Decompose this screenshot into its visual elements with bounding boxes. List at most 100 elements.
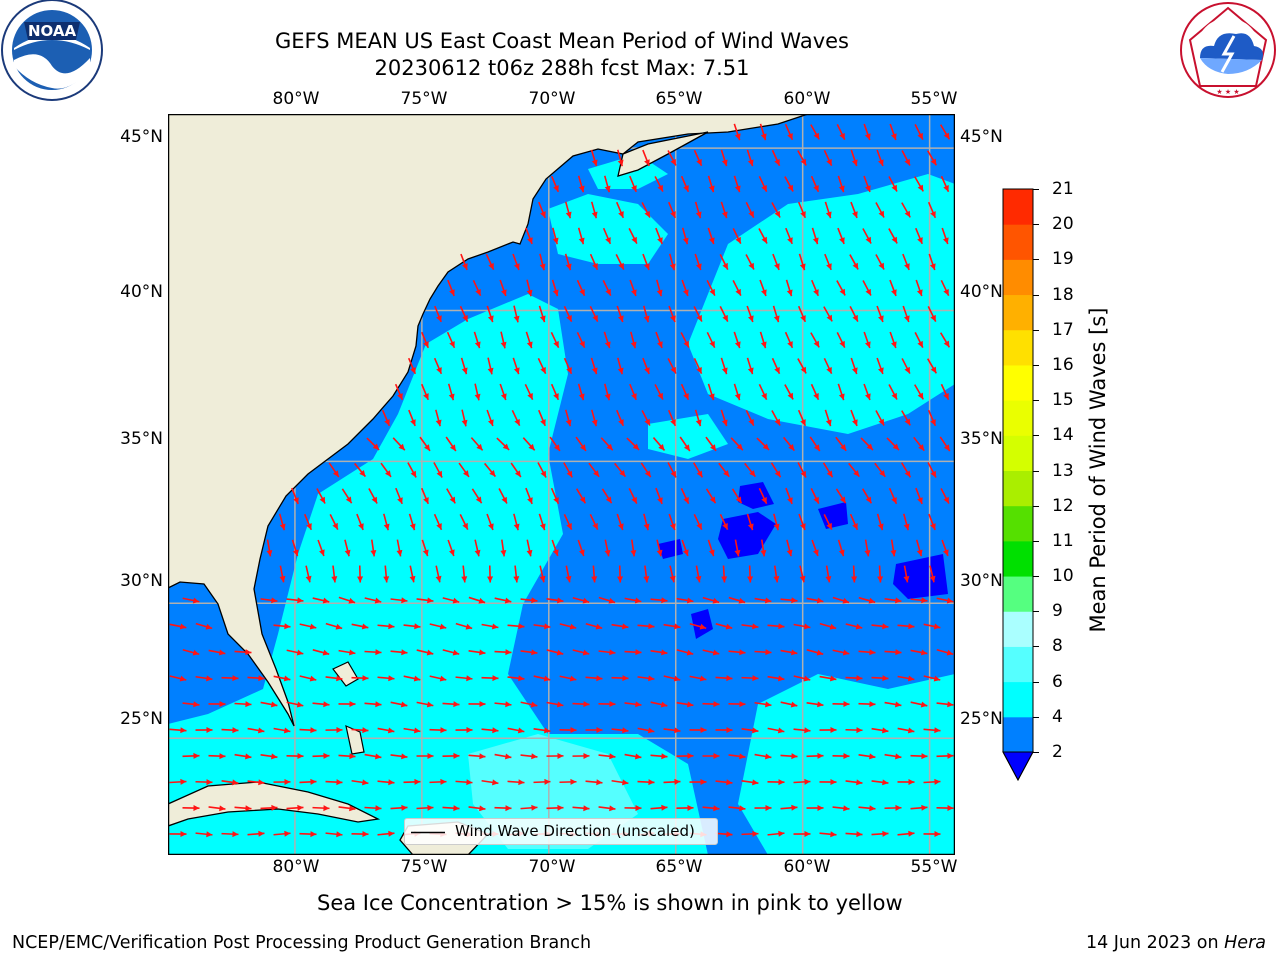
wind-wave-arrow [559, 675, 577, 682]
wind-wave-arrow [486, 409, 494, 427]
wind-wave-arrow [524, 383, 534, 401]
wind-wave-arrow [819, 622, 837, 630]
wind-wave-arrow [785, 487, 793, 505]
wind-wave-arrow [663, 727, 681, 734]
wind-wave-arrow [667, 409, 677, 427]
wind-wave-arrow [446, 488, 456, 504]
wind-wave-arrow [910, 597, 928, 604]
wind-wave-arrow [823, 514, 833, 530]
wind-wave-arrow [756, 437, 770, 451]
wind-wave-arrow [793, 623, 811, 630]
colorbar-tick-mark [1033, 400, 1039, 402]
colorbar-tick-label: 2 [1052, 742, 1063, 762]
wind-wave-arrow [383, 565, 390, 583]
wind-wave-arrow [798, 253, 806, 271]
wind-wave-arrow [797, 462, 807, 478]
footer-date-text: 14 Jun 2023 on [1085, 933, 1225, 953]
wind-wave-arrow [900, 462, 912, 478]
wind-wave-arrow [338, 805, 356, 812]
wind-wave-arrow [702, 649, 720, 656]
wind-wave-arrow [590, 149, 598, 167]
wind-wave-arrow [837, 539, 845, 557]
wind-wave-arrow [494, 649, 512, 656]
wind-wave-arrow [585, 622, 603, 630]
wind-wave-arrow [590, 409, 598, 427]
wind-wave-arrow [784, 384, 794, 400]
wind-wave-arrow [403, 727, 421, 734]
wind-wave-arrow [416, 701, 434, 708]
wind-wave-arrow [734, 539, 741, 557]
wind-wave-arrow [455, 675, 473, 682]
colorbar-tick-label: 15 [1052, 390, 1074, 411]
wind-wave-arrow [577, 539, 585, 557]
colorbar-band [1003, 716, 1033, 753]
nova-scotia-land [617, 131, 709, 177]
wind-wave-arrow [806, 804, 824, 811]
wind-wave-arrow [442, 752, 460, 759]
wind-wave-arrow [576, 279, 586, 297]
colorbar-tick-mark [1033, 470, 1039, 472]
wind-wave-arrow [325, 622, 343, 630]
map-frame [168, 114, 955, 855]
wind-wave-arrow [797, 409, 807, 427]
wind-wave-arrow [538, 513, 546, 531]
wind-wave-arrow [416, 597, 434, 604]
wind-wave-arrow [897, 727, 915, 734]
wind-wave-arrow [273, 778, 291, 785]
wind-wave-arrow [793, 727, 811, 734]
wind-wave-arrow [447, 539, 455, 557]
wind-wave-arrow [598, 649, 616, 656]
wind-wave-arrow [551, 539, 559, 557]
wind-wave-arrow [754, 753, 772, 760]
wind-wave-arrow [936, 597, 954, 604]
wind-wave-arrow [511, 409, 521, 427]
wind-wave-arrow [806, 701, 824, 708]
wind-wave-arrow [759, 279, 767, 297]
wind-wave-arrow [667, 201, 677, 219]
wind-wave-arrow [291, 487, 299, 505]
colorbar-tick-label: 13 [1052, 460, 1074, 481]
wind-wave-arrow [897, 830, 915, 837]
wind-wave-arrow [689, 675, 707, 682]
wind-wave-arrow [825, 565, 832, 583]
wind-wave-arrow [520, 649, 538, 656]
wind-wave-arrow [208, 649, 226, 656]
wind-wave-arrow [533, 623, 551, 630]
wind-wave-arrow [394, 383, 404, 401]
wind-wave-arrow [481, 675, 499, 682]
wind-wave-arrow [667, 462, 677, 478]
wind-wave-arrow [832, 805, 850, 812]
wind-wave-arrow [483, 462, 497, 478]
wind-wave-arrow [929, 565, 936, 583]
wind-wave-arrow [941, 539, 949, 557]
wind-wave-arrow [773, 513, 780, 531]
wind-wave-arrow [680, 383, 690, 401]
wind-wave-arrow [624, 805, 642, 812]
wind-wave-arrow [600, 437, 614, 451]
wind-wave-arrow [195, 779, 213, 786]
wind-wave-arrow [806, 752, 824, 759]
wind-wave-arrow [494, 597, 512, 604]
wind-wave-arrow [689, 778, 707, 785]
wind-wave-arrow [520, 597, 538, 604]
wind-wave-arrow [823, 149, 833, 167]
wind-wave-arrow [589, 513, 599, 531]
colorbar-tick-label: 20 [1052, 214, 1074, 235]
wind-wave-arrow [811, 227, 819, 245]
wind-wave-arrow [927, 409, 937, 427]
wind-wave-arrow [525, 331, 533, 349]
wind-wave-arrow [655, 227, 663, 245]
wind-wave-arrow [668, 305, 676, 323]
wind-wave-arrow [655, 487, 663, 505]
wind-wave-arrow [654, 384, 664, 400]
wind-wave-arrow [533, 778, 551, 785]
wind-wave-arrow [208, 753, 226, 760]
wind-wave-arrow [641, 410, 651, 426]
wind-wave-arrow [445, 436, 457, 452]
colorbar-tick-label: 4 [1052, 706, 1063, 727]
wind-wave-arrow [473, 331, 481, 349]
wind-wave-arrow [299, 623, 317, 630]
wind-wave-arrow [559, 623, 577, 630]
wind-wave-arrow [260, 804, 278, 811]
wind-wave-arrow [260, 597, 278, 604]
